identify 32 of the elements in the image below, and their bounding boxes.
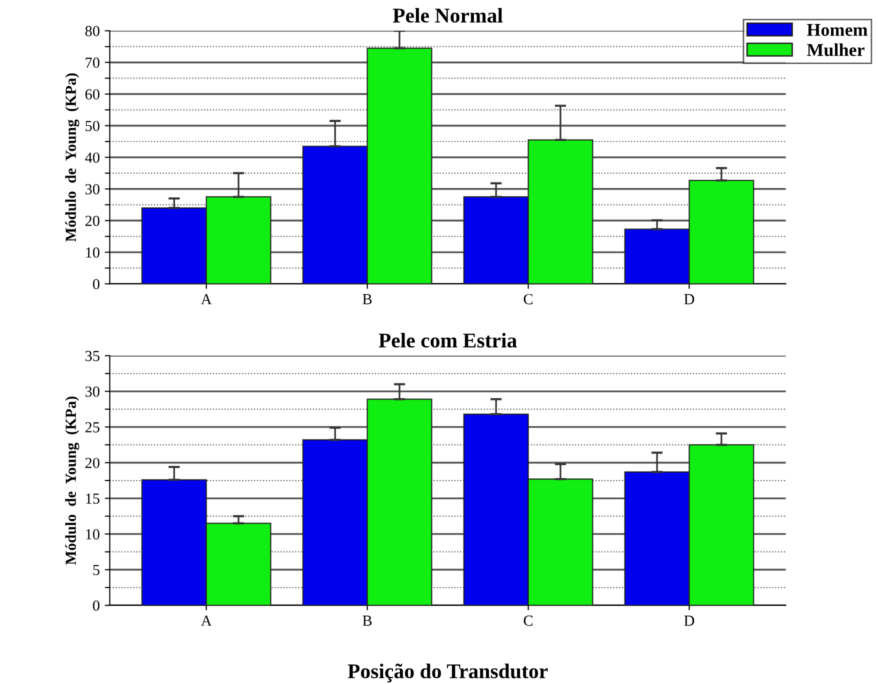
y-tick-label: 35 (85, 350, 100, 362)
legend-label: Mulher (806, 43, 864, 56)
y-tick-label: 5 (93, 564, 100, 576)
y-tick-label: 0 (92, 279, 100, 290)
y-tick-label: 30 (85, 184, 100, 194)
y-tick-label: 70 (86, 58, 100, 68)
y-axis-title: Módulo de Young (KPa) (65, 396, 80, 565)
y-tick-label: 80 (85, 26, 100, 36)
y-tick-label: 0 (92, 600, 100, 611)
x-tick-label: D (684, 616, 694, 626)
y-tick-label: 40 (85, 152, 100, 163)
chart-title: Pele Normal (392, 8, 503, 23)
y-tick-label: 20 (85, 458, 100, 468)
y-tick-label: 10 (86, 529, 100, 540)
y-tick-label: 20 (85, 216, 100, 226)
x-tick-label: D (684, 294, 694, 304)
y-tick-label: 50 (86, 120, 100, 132)
y-tick-label: 25 (85, 422, 100, 432)
x-axis-title: Posição do Transdutor (348, 664, 548, 682)
x-tick-label: A (200, 294, 212, 304)
y-tick-label: 60 (85, 89, 100, 100)
x-tick-label: B (362, 616, 372, 626)
x-tick-label: B (362, 294, 372, 304)
y-tick-label: 10 (86, 247, 100, 258)
y-tick-label: 15 (86, 494, 100, 504)
x-tick-label: C (524, 616, 533, 626)
y-axis-title: Módulo de Young (KPa) (65, 73, 80, 242)
legend-label: Homem (806, 24, 868, 36)
chart-title: Pele com Estria (378, 332, 517, 348)
x-tick-label: A (200, 616, 212, 626)
x-tick-label: C (524, 294, 533, 304)
y-tick-label: 30 (85, 386, 100, 397)
